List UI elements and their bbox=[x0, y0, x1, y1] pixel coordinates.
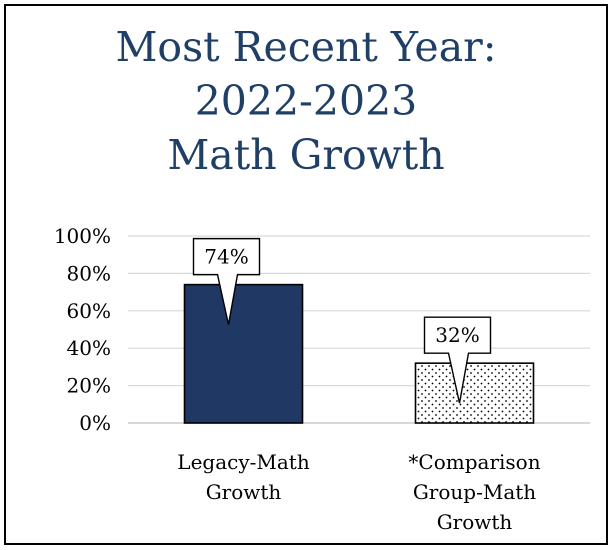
chart-title-line-1: Most Recent Year: bbox=[115, 23, 497, 71]
category-label: Growth bbox=[437, 510, 513, 534]
chart-title-line-3: Math Growth bbox=[167, 131, 445, 179]
data-labels: 74% 32% bbox=[192, 237, 492, 404]
category-labels: Legacy-Math Growth *Comparison Group-Math Gr… bbox=[177, 450, 540, 534]
y-tick-label: 60% bbox=[67, 299, 111, 323]
category-label: Growth bbox=[206, 480, 282, 504]
chart-title-line-2: 2022-2023 bbox=[194, 77, 418, 125]
y-tick-label: 100% bbox=[54, 224, 111, 248]
data-label: 74% bbox=[204, 245, 248, 269]
category-label: Group-Math bbox=[413, 480, 536, 504]
chart-title: Most Recent Year: 2022-2023 Math Growth bbox=[6, 20, 606, 182]
y-axis-ticks: 0% 20% 40% 60% 80% 100% bbox=[54, 224, 111, 435]
y-tick-label: 80% bbox=[67, 261, 111, 285]
y-tick-label: 20% bbox=[67, 374, 111, 398]
category-label: Legacy-Math bbox=[177, 450, 310, 474]
bar bbox=[183, 283, 304, 424]
category-label: *Comparison bbox=[408, 450, 540, 474]
data-label-callout bbox=[192, 237, 261, 325]
bars bbox=[183, 283, 535, 424]
bar bbox=[414, 362, 535, 424]
y-tick-label: 0% bbox=[79, 411, 111, 435]
chart-frame: Most Recent Year: 2022-2023 Math Growth bbox=[4, 4, 608, 545]
data-label: 32% bbox=[435, 323, 479, 347]
y-tick-label: 40% bbox=[67, 336, 111, 360]
data-label-callout bbox=[423, 316, 492, 404]
